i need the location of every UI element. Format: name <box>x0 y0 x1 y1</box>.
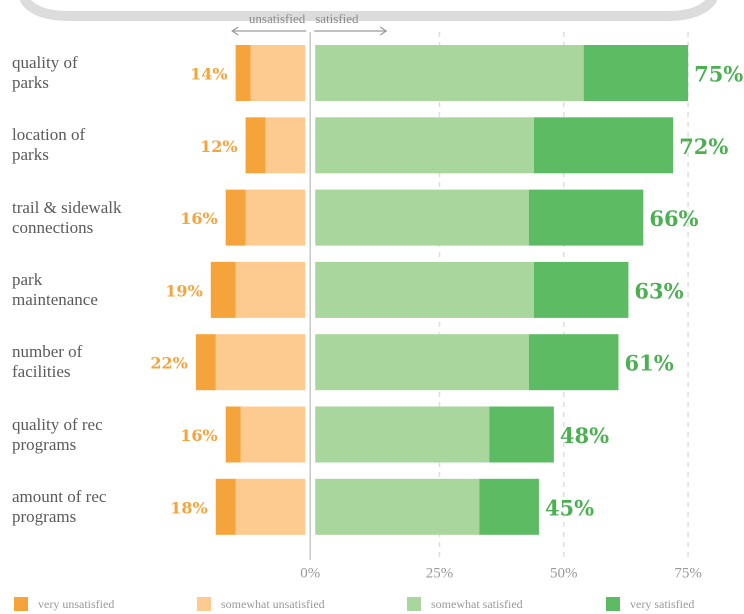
value-label: 72% <box>679 134 728 159</box>
bar-segment <box>315 406 490 463</box>
legend-label: somewhat unsatisfied <box>221 597 325 611</box>
value-label: 14% <box>190 65 227 84</box>
bar-segment <box>315 334 529 391</box>
legend-swatch <box>197 597 211 611</box>
legend-label: very unsatisfied <box>38 597 114 611</box>
value-label: 63% <box>634 278 683 303</box>
bar-segment <box>215 334 306 391</box>
category-label: quality of parks <box>12 53 78 92</box>
legend-swatch <box>606 597 620 611</box>
value-label: 75% <box>694 62 743 87</box>
category-label: park maintenance <box>12 269 98 309</box>
bar-segment <box>225 189 246 246</box>
bar-segment <box>225 406 241 463</box>
side-label: satisfied <box>315 11 359 26</box>
bar-segment <box>489 406 554 463</box>
legend-label: very satisfied <box>630 597 694 611</box>
bar-segment <box>235 261 306 318</box>
bar-segment <box>245 189 306 246</box>
bar-segment <box>533 117 674 174</box>
value-label: 45% <box>545 495 594 520</box>
x-tick-label: 75% <box>674 565 702 581</box>
bar-segment <box>265 117 306 174</box>
bar-segment <box>315 189 529 246</box>
bar-segment <box>215 478 236 535</box>
value-label: 66% <box>649 206 698 231</box>
bar-segment <box>583 45 689 101</box>
legend-label: somewhat satisfied <box>431 597 523 611</box>
x-tick-label: 0% <box>300 565 320 581</box>
bar-segment <box>235 45 251 101</box>
legend-swatch <box>407 597 421 611</box>
bar-segment <box>529 189 644 246</box>
arrow <box>314 26 388 36</box>
bar-segment <box>235 478 306 535</box>
bar-segment <box>240 406 306 463</box>
bar-segment <box>315 261 534 318</box>
arrow <box>231 26 307 36</box>
category-label: amount of rec programs <box>12 486 107 526</box>
bar-segment <box>533 261 629 318</box>
category-label: number of facilities <box>12 342 83 382</box>
side-label: unsatisfied <box>249 11 306 26</box>
bar-segment <box>315 117 534 174</box>
value-label: 22% <box>150 354 187 373</box>
value-label: 12% <box>200 137 237 156</box>
value-label: 61% <box>624 351 673 376</box>
value-label: 19% <box>165 281 202 300</box>
value-label: 16% <box>180 209 217 228</box>
bar-segment <box>479 478 539 535</box>
value-label: 16% <box>180 426 217 445</box>
category-label: quality of rec programs <box>12 414 103 454</box>
x-tick-label: 50% <box>550 565 578 581</box>
bar-segment <box>315 45 584 101</box>
bar-segment <box>245 117 266 174</box>
bar-segment <box>529 334 619 391</box>
bar-segment <box>210 261 236 318</box>
bar-segment <box>315 478 480 535</box>
category-label: trail & sidewalk connections <box>12 197 122 237</box>
bar-segment <box>195 334 216 391</box>
decor-arc <box>20 0 717 21</box>
legend-swatch <box>14 597 28 611</box>
value-label: 48% <box>560 423 609 448</box>
category-label: location of parks <box>12 125 86 165</box>
bar-segment <box>250 45 306 101</box>
x-tick-label: 25% <box>426 565 454 581</box>
value-label: 18% <box>170 498 207 517</box>
